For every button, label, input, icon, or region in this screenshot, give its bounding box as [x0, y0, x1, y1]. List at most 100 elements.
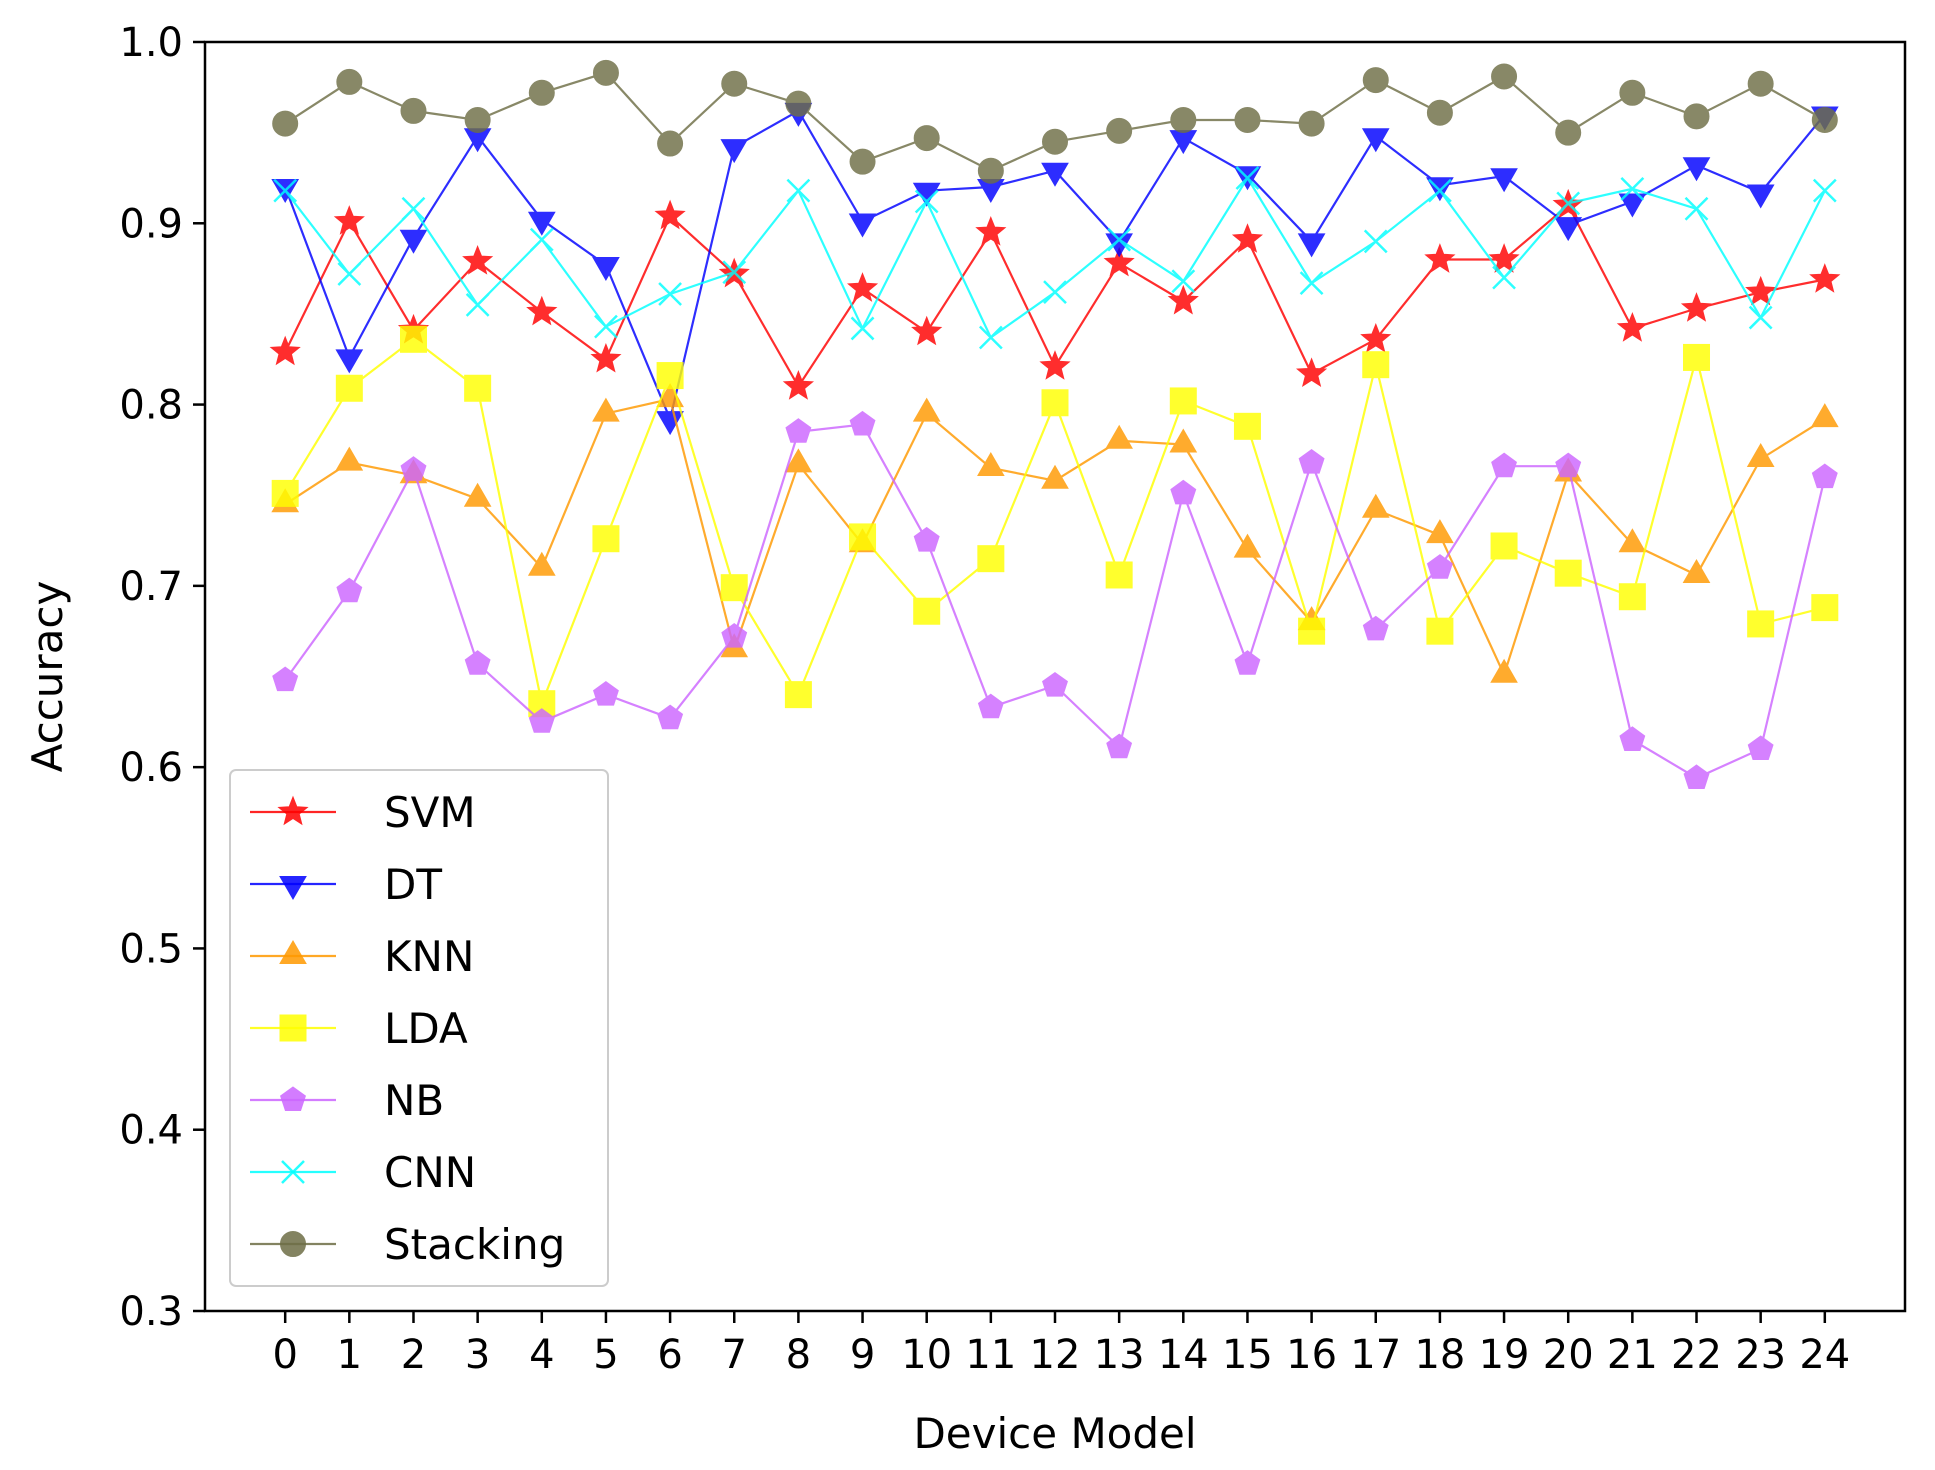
data-point-lda-5 [592, 525, 620, 553]
data-point-stacking-3 [464, 106, 491, 133]
data-point-lda-3 [464, 374, 492, 402]
data-point-svm-9 [847, 272, 879, 302]
data-point-knn-12 [1041, 464, 1069, 489]
x-axis-label: Device Model [913, 1409, 1196, 1458]
legend-marker [277, 795, 309, 826]
y-tick-label: 0.9 [119, 201, 183, 247]
data-point-svm-10 [911, 315, 943, 346]
data-point-cnn-3 [465, 292, 490, 317]
data-point-nb-12 [1042, 671, 1068, 697]
legend-label: LDA [384, 1004, 468, 1053]
legend-label: DT [384, 860, 442, 909]
data-point-cnn-2 [401, 196, 426, 221]
axes-layer: 0.30.40.50.60.70.80.91.00 1 2 3 4 5 6 7 8 9 10 11 12… [119, 20, 1907, 1378]
data-point-lda-24 [1811, 594, 1839, 622]
data-point-dt-5 [592, 257, 620, 282]
data-point-svm-3 [462, 245, 494, 275]
data-point-stacking-14 [1170, 106, 1197, 133]
data-point-stacking-2 [400, 97, 427, 124]
data-point-nb-0 [272, 666, 299, 692]
data-point-nb-10 [913, 526, 940, 552]
data-point-dt-20 [1554, 217, 1583, 242]
data-point-cnn-20 [1556, 191, 1581, 216]
data-point-cnn-7 [722, 260, 747, 285]
data-point-svm-5 [590, 342, 622, 373]
data-point-dt-16 [1297, 233, 1326, 258]
data-point-lda-17 [1362, 351, 1390, 379]
y-tick-label: 0.7 [119, 564, 183, 610]
data-point-knn-23 [1746, 443, 1775, 467]
data-point-dt-4 [527, 211, 556, 236]
data-point-stacking-16 [1298, 110, 1325, 137]
data-point-lda-8 [784, 681, 812, 709]
data-point-stacking-24 [1811, 106, 1838, 133]
data-point-cnn-18 [1428, 178, 1452, 203]
data-point-nb-21 [1619, 726, 1646, 751]
x-tick-label: 4 [529, 1332, 554, 1378]
y-tick-label: 1.0 [119, 20, 183, 66]
data-point-svm-15 [1231, 223, 1263, 253]
data-point-nb-9 [849, 410, 876, 436]
data-point-stacking-12 [1042, 128, 1068, 155]
data-point-knn-19 [1490, 658, 1518, 683]
x-tick-label: 13 [1094, 1332, 1145, 1378]
data-point-nb-23 [1747, 735, 1774, 760]
data-point-lda-9 [849, 523, 877, 551]
series-nb [272, 410, 1838, 789]
y-tick-label: 0.8 [119, 383, 183, 429]
data-point-nb-16 [1298, 448, 1325, 474]
data-point-svm-19 [1488, 243, 1520, 273]
data-point-lda-11 [977, 545, 1005, 573]
data-point-svm-12 [1039, 350, 1071, 380]
data-point-cnn-24 [1812, 178, 1837, 203]
data-point-knn-21 [1618, 528, 1647, 553]
x-tick-label: 15 [1222, 1332, 1273, 1378]
data-point-lda-13 [1105, 561, 1133, 589]
data-point-dt-21 [1618, 193, 1647, 218]
data-point-cnn-8 [786, 178, 811, 203]
data-point-nb-24 [1811, 463, 1838, 489]
data-point-svm-22 [1680, 292, 1713, 322]
legend-marker [279, 940, 307, 964]
data-point-cnn-6 [658, 282, 682, 306]
data-point-stacking-11 [977, 157, 1004, 184]
legend-item-cnn: CNN [250, 1148, 476, 1197]
data-point-lda-2 [399, 325, 427, 353]
data-point-lda-7 [720, 574, 748, 602]
x-tick-label: 0 [272, 1332, 297, 1378]
x-tick-label: 21 [1607, 1332, 1658, 1378]
data-point-nb-20 [1555, 452, 1582, 478]
data-point-knn-17 [1361, 493, 1390, 518]
legend-item-lda: LDA [250, 1004, 468, 1053]
data-point-stacking-8 [785, 90, 812, 117]
data-point-dt-7 [720, 139, 749, 164]
x-tick-label: 19 [1479, 1332, 1530, 1378]
data-point-lda-16 [1298, 617, 1326, 645]
data-point-nb-17 [1362, 615, 1389, 641]
data-point-nb-1 [336, 577, 363, 603]
data-point-stacking-9 [849, 148, 876, 175]
data-point-svm-18 [1424, 243, 1456, 273]
legend-marker [279, 1014, 307, 1042]
data-point-cnn-9 [850, 316, 875, 341]
data-point-nb-13 [1106, 733, 1133, 759]
legend-marker-group [280, 1231, 306, 1257]
data-point-cnn-23 [1748, 305, 1773, 330]
x-tick-label: 8 [786, 1332, 811, 1378]
legend-label: Stacking [384, 1220, 565, 1269]
legend-marker-group [281, 1160, 305, 1184]
x-tick-label: 23 [1735, 1332, 1786, 1378]
data-point-dt-1 [335, 349, 364, 374]
data-point-svm-24 [1809, 263, 1841, 293]
data-point-stacking-18 [1426, 99, 1453, 126]
legend-marker-group [280, 1086, 306, 1111]
data-point-knn-8 [784, 448, 813, 473]
series-stacking [272, 59, 1838, 184]
data-point-svm-21 [1616, 312, 1648, 342]
legend-marker-group [279, 876, 307, 900]
legend-item-stacking: Stacking [250, 1220, 565, 1269]
legend-marker-group [279, 1014, 307, 1042]
data-point-cnn-4 [529, 227, 554, 252]
data-point-stacking-1 [336, 68, 363, 95]
x-tick-label: 11 [965, 1332, 1016, 1378]
